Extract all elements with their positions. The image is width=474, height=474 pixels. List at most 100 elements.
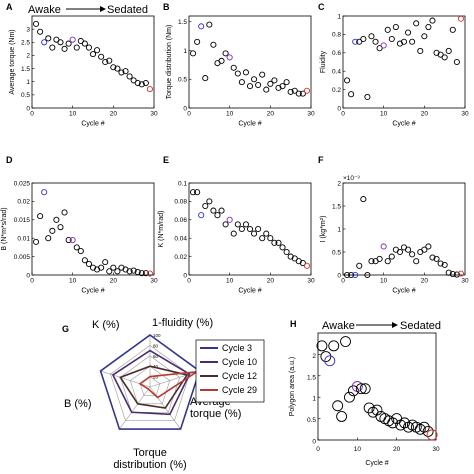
x-tick-label: 30 (432, 446, 440, 453)
data-point (364, 271, 371, 279)
axes-frame (342, 182, 466, 276)
radar-axis-label: K (%) (92, 319, 120, 331)
data-point (41, 189, 48, 196)
radar-ring-label: 20 (153, 375, 159, 380)
data-point (81, 40, 88, 47)
data-point (202, 75, 209, 82)
data-point (85, 44, 92, 51)
data-point (33, 238, 40, 245)
x-tick-label: 10 (69, 278, 77, 285)
data-point (283, 79, 290, 86)
radar-ring-label: 100 (153, 333, 161, 338)
data-point (371, 404, 383, 416)
y-tick-label: 0.01 (17, 235, 30, 242)
legend-label: Cycle 3 (222, 343, 252, 353)
data-point (355, 383, 367, 395)
y-tick-label: 0.02 (174, 254, 187, 261)
y-tick-label: 0.005 (14, 254, 31, 261)
panel-label-a: A (6, 2, 13, 12)
panel-b: B 0 10 20 30 0 0.5 1 1.5 Cycle # Torque distributi… (163, 2, 315, 128)
data-point (379, 413, 391, 425)
data-point (234, 221, 241, 228)
radar-series-4 (138, 370, 198, 399)
data-point (65, 40, 72, 47)
data-point (242, 69, 249, 76)
y-tick-label: 0 (26, 272, 30, 279)
data-point (73, 244, 80, 251)
data-point (303, 87, 310, 94)
data-point (190, 189, 197, 196)
y-tick-label: 1.5 (307, 374, 316, 381)
y-tick-label: 0.1 (178, 180, 187, 187)
data-point (126, 268, 133, 275)
x-axis-label: Cycle # (81, 121, 104, 128)
x-tick-label: 20 (110, 278, 118, 285)
arrowhead-icon (100, 6, 106, 12)
data-point (110, 264, 117, 271)
data-point (77, 248, 84, 255)
data-point (457, 15, 464, 22)
data-point (242, 221, 249, 228)
data-point (303, 262, 310, 269)
data-point (238, 225, 245, 233)
x-tick-label: 30 (461, 278, 469, 285)
data-point (98, 264, 105, 271)
data-point (384, 26, 391, 33)
sedated-label-h: Sedated (400, 320, 441, 332)
radar-axis-label: 1-fluidity (%) (152, 317, 213, 329)
x-tick-label: 10 (380, 278, 388, 285)
panel-label-c: C (318, 2, 325, 12)
data-point (194, 189, 201, 196)
data-point (368, 258, 375, 265)
data-point (356, 262, 363, 269)
y-axis-label: Fluidity (320, 50, 327, 73)
data-point (316, 340, 328, 352)
y-tick-label: 0.025 (14, 180, 31, 187)
data-point (118, 69, 125, 76)
data-point (146, 270, 153, 277)
data-point (384, 258, 391, 265)
data-point (210, 207, 217, 214)
radar-series-2 (111, 349, 191, 416)
data-point (332, 400, 344, 412)
legend-label: Cycle 10 (222, 357, 257, 367)
x-tick-label: 10 (380, 111, 388, 118)
data-point (146, 86, 153, 93)
axes-frame (188, 15, 312, 109)
y-tick-label: 2 (26, 53, 30, 60)
data-point (222, 50, 229, 57)
data-point (114, 65, 121, 72)
data-point (202, 202, 209, 210)
data-point (368, 33, 375, 40)
axes-frame (188, 182, 312, 276)
y-tick-label: 0.08 (174, 199, 187, 206)
data-point (61, 209, 68, 216)
radar-legend (195, 339, 265, 403)
data-point (299, 259, 306, 267)
data-point (33, 20, 40, 27)
data-point (287, 88, 294, 95)
data-point (251, 76, 258, 83)
data-point (360, 35, 367, 43)
y-tick-label: 1 (183, 48, 187, 55)
y-tick-label: 2 (337, 180, 341, 187)
y-tick-label: 0 (26, 105, 30, 112)
data-point (134, 79, 141, 87)
data-point (437, 260, 444, 267)
y-tick-label: 1 (26, 79, 30, 86)
x-tick-label: 0 (316, 446, 320, 453)
data-point (387, 417, 399, 429)
data-point (138, 270, 145, 277)
data-point (324, 355, 336, 367)
data-point (206, 21, 213, 28)
y-tick-label: 0 (337, 105, 341, 112)
axes-frame (31, 182, 155, 276)
data-point (267, 80, 274, 87)
data-point (388, 253, 395, 260)
data-point (85, 260, 92, 268)
data-point (392, 23, 399, 31)
panel-h: H 0 10 20 30 0 0.5 1 1.5 2 Cycle # Polygon area (a.… (289, 319, 440, 467)
data-point (367, 406, 379, 418)
